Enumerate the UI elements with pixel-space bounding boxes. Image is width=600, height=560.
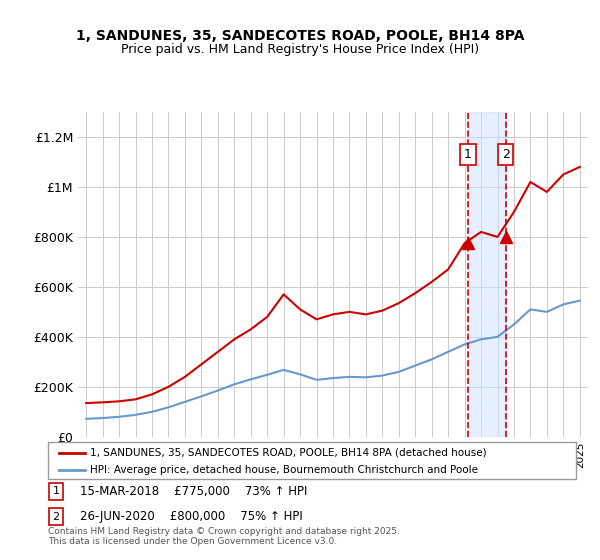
- Bar: [468, 112, 506, 437]
- Text: HPI: Average price, detached house, Bournemouth Christchurch and Poole: HPI: Average price, detached house, Bour…: [90, 465, 478, 475]
- Text: 26-JUN-2020    £800,000    75% ↑ HPI: 26-JUN-2020 £800,000 75% ↑ HPI: [80, 510, 302, 523]
- Text: 1: 1: [464, 148, 472, 161]
- FancyBboxPatch shape: [48, 442, 576, 479]
- Text: 2: 2: [52, 512, 59, 521]
- Text: 1, SANDUNES, 35, SANDECOTES ROAD, POOLE, BH14 8PA (detached house): 1, SANDUNES, 35, SANDECOTES ROAD, POOLE,…: [90, 447, 487, 458]
- Text: Price paid vs. HM Land Registry's House Price Index (HPI): Price paid vs. HM Land Registry's House …: [121, 43, 479, 56]
- Text: 1: 1: [52, 487, 59, 496]
- Text: 2: 2: [502, 148, 509, 161]
- Text: 15-MAR-2018    £775,000    73% ↑ HPI: 15-MAR-2018 £775,000 73% ↑ HPI: [80, 485, 307, 498]
- Text: Contains HM Land Registry data © Crown copyright and database right 2025.
This d: Contains HM Land Registry data © Crown c…: [48, 526, 400, 546]
- Text: 1, SANDUNES, 35, SANDECOTES ROAD, POOLE, BH14 8PA: 1, SANDUNES, 35, SANDECOTES ROAD, POOLE,…: [76, 29, 524, 44]
